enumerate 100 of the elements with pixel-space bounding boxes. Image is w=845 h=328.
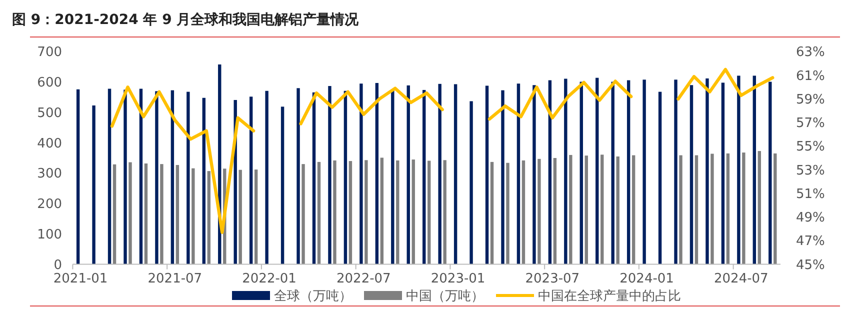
bar: [333, 160, 336, 264]
bar: [632, 155, 636, 264]
bar: [679, 155, 682, 264]
bar: [752, 76, 756, 264]
bar: [774, 153, 777, 264]
bar: [516, 84, 520, 264]
bar: [207, 171, 210, 264]
bar: [580, 82, 583, 264]
bar: [600, 154, 604, 264]
y-tick-label: 100: [37, 227, 62, 242]
bar: [569, 154, 572, 264]
bar: [186, 92, 190, 264]
y-tick-label: 600: [37, 76, 62, 91]
bar: [706, 78, 709, 264]
y-tick-label: 700: [37, 45, 62, 60]
bar: [564, 78, 568, 264]
bar: [302, 164, 305, 264]
bar: [155, 91, 158, 264]
bar: [128, 162, 132, 264]
y2-tick-label: 45%: [796, 258, 825, 273]
bar: [768, 82, 772, 264]
bar: [690, 85, 694, 264]
bar: [254, 170, 258, 264]
bar: [265, 90, 268, 264]
y2-tick-label: 63%: [796, 45, 825, 60]
bar: [296, 88, 300, 264]
bar: [506, 162, 510, 264]
x-tick-label: 2024-07: [714, 271, 768, 286]
y-tick-label: 300: [37, 166, 62, 182]
bar: [470, 101, 473, 264]
bar: [532, 85, 536, 264]
bar: [428, 160, 431, 264]
legend-label: 全球（万吨）: [274, 289, 352, 304]
bar: [611, 82, 614, 264]
bar: [391, 89, 394, 264]
bar: [170, 90, 174, 264]
bar: [412, 160, 415, 264]
bar: [364, 160, 368, 264]
bar: [438, 84, 442, 264]
legend-label: 中国在全球产量中的占比: [538, 289, 681, 304]
y2-tick-label: 51%: [796, 186, 825, 202]
bar: [160, 164, 164, 264]
x-tick-label: 2023-07: [525, 271, 580, 286]
bar: [139, 88, 143, 264]
x-tick-label: 2023-01: [430, 271, 486, 286]
bar: [108, 88, 112, 264]
bar: [548, 80, 552, 264]
bar: [360, 84, 363, 264]
y2-tick-label: 53%: [796, 163, 825, 178]
bar: [721, 82, 725, 264]
bar: [596, 78, 599, 264]
legend-label: 中国（万吨）: [406, 289, 484, 304]
bar: [202, 98, 206, 264]
bar: [280, 106, 284, 264]
bar: [553, 158, 557, 264]
x-tick-label: 2022-07: [336, 271, 391, 286]
y2-tick-label: 47%: [796, 234, 825, 250]
bar: [328, 86, 332, 264]
y-tick-label: 0: [54, 258, 62, 273]
y2-tick-label: 57%: [796, 116, 825, 132]
y2-tick-label: 55%: [796, 140, 825, 155]
bar: [348, 161, 352, 264]
y2-tick-label: 61%: [796, 68, 825, 84]
bar: [406, 85, 410, 264]
bar: [742, 152, 746, 264]
bar: [312, 92, 316, 264]
y-tick-label: 400: [37, 136, 62, 152]
bar: [344, 90, 348, 264]
bar: [124, 90, 127, 264]
bar: [616, 156, 620, 264]
bar: [737, 76, 740, 264]
bar: [584, 156, 588, 264]
bar: [92, 105, 96, 264]
bar: [454, 84, 458, 264]
bar: [422, 90, 426, 264]
bar: [726, 153, 730, 264]
y-tick-label: 500: [37, 106, 62, 121]
bar: [522, 160, 526, 264]
y-tick-label: 200: [37, 197, 62, 212]
bar: [144, 163, 148, 264]
bar: [674, 80, 678, 264]
bar: [238, 170, 242, 264]
x-tick-label: 2022-01: [242, 271, 296, 286]
bar: [249, 96, 253, 264]
bar: [76, 89, 80, 264]
x-tick-label: 2021-01: [53, 271, 108, 286]
x-tick-label: 2024-01: [620, 271, 674, 286]
bar: [443, 160, 446, 264]
x-tick-label: 2021-07: [148, 271, 202, 286]
bar: [485, 86, 489, 264]
bar: [380, 158, 384, 264]
y2-tick-label: 49%: [796, 210, 825, 226]
bar: [501, 90, 504, 264]
bar: [317, 162, 321, 264]
bar: [710, 154, 714, 264]
bar: [758, 151, 762, 264]
bar: [538, 158, 541, 264]
bar: [112, 164, 116, 264]
chart-title: 图 9：2021-2024 年 9 月全球和我国电解铝产量情况: [12, 11, 360, 28]
bar: [375, 82, 379, 264]
